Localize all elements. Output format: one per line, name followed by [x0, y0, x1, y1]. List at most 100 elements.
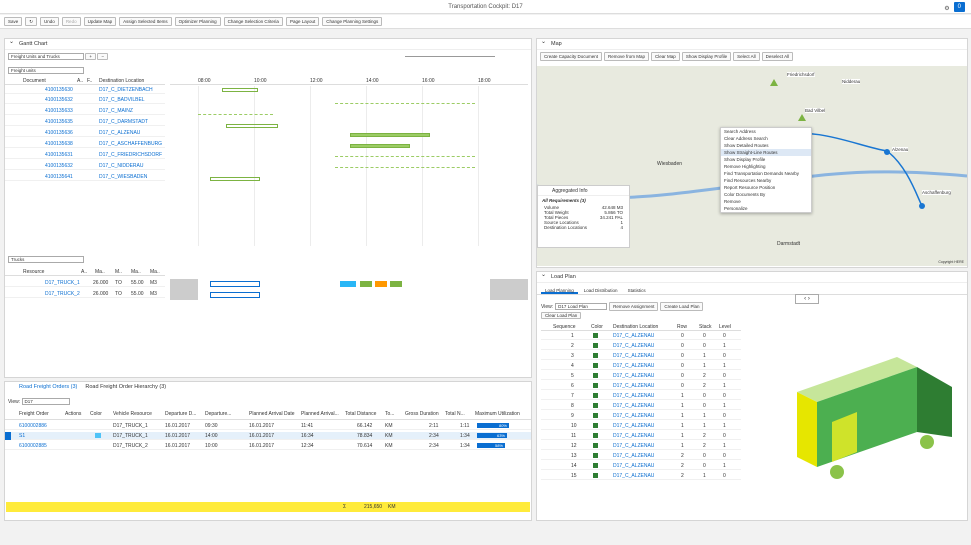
save-button[interactable]: Save [4, 17, 23, 26]
color-swatch [593, 423, 598, 428]
load-plan-row[interactable]: 12 D17_C_ALZENAU 1 2 1 [541, 442, 741, 450]
create-capacity-document-button[interactable]: Create Capacity Document [540, 52, 603, 61]
menu-clear-address-search[interactable]: Clear Address Search [724, 136, 768, 141]
change-planning-settings-button[interactable]: Change Planning Settings [322, 17, 383, 26]
table-row[interactable]: 4100135631 D17_C_FRIEDRICHSDORF [5, 151, 165, 159]
freight-order-row[interactable]: 6100002886 D17_TRUCK_1 16.01.2017 09:30 16.0… [5, 422, 531, 430]
table-row[interactable]: 4100135630 D17_C_DIETZENBACH [5, 86, 165, 94]
remove-button[interactable]: − [97, 53, 109, 60]
table-row[interactable]: 4100135638 D17_C_ASCHAFFENBURG [5, 140, 165, 148]
menu-show-detailed-routes[interactable]: Show Detailed Routes [724, 143, 769, 148]
load-plan-row[interactable]: 14 D17_C_ALZENAU 2 0 1 [541, 462, 741, 470]
update-map-button[interactable]: Update Map [83, 17, 117, 26]
load-plan-row[interactable]: 6 D17_C_ALZENAU 0 2 1 [541, 382, 741, 390]
freight-units-select[interactable]: Freight units [8, 67, 84, 74]
window-title-bar: Transportation Cockpit: D17 ⚙ 0 [0, 0, 971, 14]
map-header: Map [537, 37, 967, 50]
table-row[interactable]: 4100135636 D17_C_ALZENAU [5, 129, 165, 137]
load-plan-row[interactable]: 8 D17_C_ALZENAU 1 0 1 [541, 402, 741, 410]
load-plan-row[interactable]: 5 D17_C_ALZENAU 0 2 0 [541, 372, 741, 380]
undo-button[interactable]: Undo [40, 17, 59, 26]
deselect-all-button[interactable]: Deselect All [761, 52, 794, 61]
load-plan-row[interactable]: 3 D17_C_ALZENAU 0 1 0 [541, 352, 741, 360]
menu-remove-highlighting[interactable]: Remove Highlighting [724, 164, 766, 169]
tab-load-distribution[interactable]: Load Distribution [583, 288, 618, 293]
orders-panel: Road Freight Orders (3) Road Freight Ord… [4, 381, 532, 521]
page-layout-button[interactable]: Page Layout [285, 17, 320, 26]
color-swatch [593, 363, 598, 368]
clear-map-button[interactable]: Clear Map [651, 52, 680, 61]
gantt-panel: Gantt Chart Freight Units and Trucks + −… [4, 37, 532, 378]
view-rotate-control[interactable]: ‹ › [795, 294, 819, 304]
remove-assignment-button[interactable]: Remove Assignment [609, 302, 659, 311]
select-all-button[interactable]: Select All [733, 52, 760, 61]
col-a[interactable]: A.. [77, 78, 84, 84]
color-swatch [593, 433, 598, 438]
zoom-slider[interactable] [405, 56, 495, 57]
load-plan-row[interactable]: 1 D17_C_ALZENAU 0 0 0 [541, 332, 741, 340]
settings-icon[interactable]: ⚙ [944, 6, 950, 12]
load-3d-view[interactable] [777, 312, 967, 512]
menu-show-display-profile[interactable]: Show Display Profile [724, 157, 766, 162]
tab-load-planning[interactable]: Load Planning [541, 287, 578, 294]
col-document[interactable]: Document [23, 78, 46, 84]
menu-remove[interactable]: Remove [724, 199, 741, 204]
menu-search-address[interactable]: Search Address [724, 129, 756, 134]
truck-timeline[interactable] [170, 279, 528, 301]
map-context-menu: Search Address Clear Address Search Show… [720, 127, 812, 213]
view-select[interactable]: D17 [21, 398, 70, 405]
color-swatch [593, 443, 598, 448]
notifications-badge[interactable]: 0 [953, 2, 965, 12]
load-plan-row[interactable]: 4 D17_C_ALZENAU 0 1 1 [541, 362, 741, 370]
table-row[interactable]: 4100135632 D17_C_NIDDERAU [5, 162, 165, 170]
freight-unit-table: 4100135630 D17_C_DIETZENBACH 4100135632 D1… [5, 86, 165, 246]
freight-order-row[interactable]: S1 D17_TRUCK_1 16.01.2017 14:00 16.01.2017 16… [5, 432, 531, 440]
table-row[interactable]: 4100135641 D17_C_WIESBADEN [5, 173, 165, 181]
show-display-profile-button[interactable]: Show Display Profile [681, 52, 732, 61]
gantt-timeline[interactable] [170, 86, 528, 246]
table-row[interactable]: 4100135633 D17_C_MAINZ [5, 107, 165, 115]
load-plan-row[interactable]: 13 D17_C_ALZENAU 2 0 0 [541, 452, 741, 460]
clear-load-plan-button[interactable]: Clear Load Plan [541, 312, 582, 319]
load-plan-row[interactable]: 15 D17_C_ALZENAU 2 1 0 [541, 472, 741, 480]
menu-color-documents-by[interactable]: Color Documents By [724, 192, 766, 197]
redo-button[interactable]: Redo [61, 17, 81, 26]
menu-show-straight-line-routes[interactable]: Show Straight-Line Routes [721, 149, 811, 156]
load-plan-row[interactable]: 2 D17_C_ALZENAU 0 0 1 [541, 342, 741, 350]
load-plan-row[interactable]: 7 D17_C_ALZENAU 1 0 0 [541, 392, 741, 400]
color-swatch [593, 413, 598, 418]
add-button[interactable]: + [85, 53, 97, 60]
menu-personalize[interactable]: Personalize [724, 206, 748, 211]
col-f[interactable]: F.. [87, 78, 93, 84]
main-toolbar: Save ↻ Undo Redo Update Map Assign Selec… [0, 15, 971, 29]
refresh-button[interactable]: ↻ [25, 17, 38, 26]
menu-report-resource-position[interactable]: Report Resource Position [724, 185, 776, 190]
change-selection-criteria-button[interactable]: Change Selection Criteria [223, 17, 283, 26]
color-swatch [593, 463, 598, 468]
menu-find-demands-nearby[interactable]: Find Transportation Demands Nearby [724, 171, 800, 176]
load-plan-header: Load Plan [537, 270, 967, 283]
total-distance-bar: Σ 215,650 KM [6, 502, 530, 512]
tab-road-freight-orders[interactable]: Road Freight Orders (3) [19, 384, 78, 390]
gantt-header: Gantt Chart [5, 37, 531, 50]
create-load-plan-button[interactable]: Create Load Plan [660, 302, 704, 311]
gantt-view-select[interactable]: Freight Units and Trucks [8, 53, 84, 60]
assign-selected-items-button[interactable]: Assign Selected Items [119, 17, 172, 26]
freight-order-row[interactable]: 6100002885 D17_TRUCK_2 16.01.2017 10:00 16.0… [5, 442, 531, 450]
menu-find-resources-nearby[interactable]: Find Resources Nearby [724, 178, 772, 183]
optimizer-planning-button[interactable]: Optimizer Planning [174, 17, 221, 26]
load-plan-row[interactable]: 11 D17_C_ALZENAU 1 2 0 [541, 432, 741, 440]
tab-statistics[interactable]: Statistics [627, 288, 646, 293]
tab-road-freight-order-hierarchy[interactable]: Road Freight Order Hierarchy (3) [85, 384, 167, 390]
load-plan-row[interactable]: 9 D17_C_ALZENAU 1 1 0 [541, 412, 741, 420]
truck-row[interactable]: D17_TRUCK_2 26.000 TO 55.00 M3 [5, 290, 165, 298]
trucks-select[interactable]: Trucks [8, 256, 84, 263]
table-row[interactable]: 4100135632 D17_C_BADVILBEL [5, 96, 165, 104]
window-title: Transportation Cockpit: D17 [448, 4, 523, 10]
load-plan-row[interactable]: 10 D17_C_ALZENAU 1 1 1 [541, 422, 741, 430]
load-plan-view-select[interactable]: D17 Load Plan [555, 303, 608, 310]
remove-from-map-button[interactable]: Remove from Map [604, 52, 650, 61]
truck-row[interactable]: D17_TRUCK_1 26.000 TO 55.00 M3 [5, 279, 165, 287]
col-destination[interactable]: Destination Location [99, 78, 145, 84]
table-row[interactable]: 4100135635 D17_C_DARMSTADT [5, 118, 165, 126]
